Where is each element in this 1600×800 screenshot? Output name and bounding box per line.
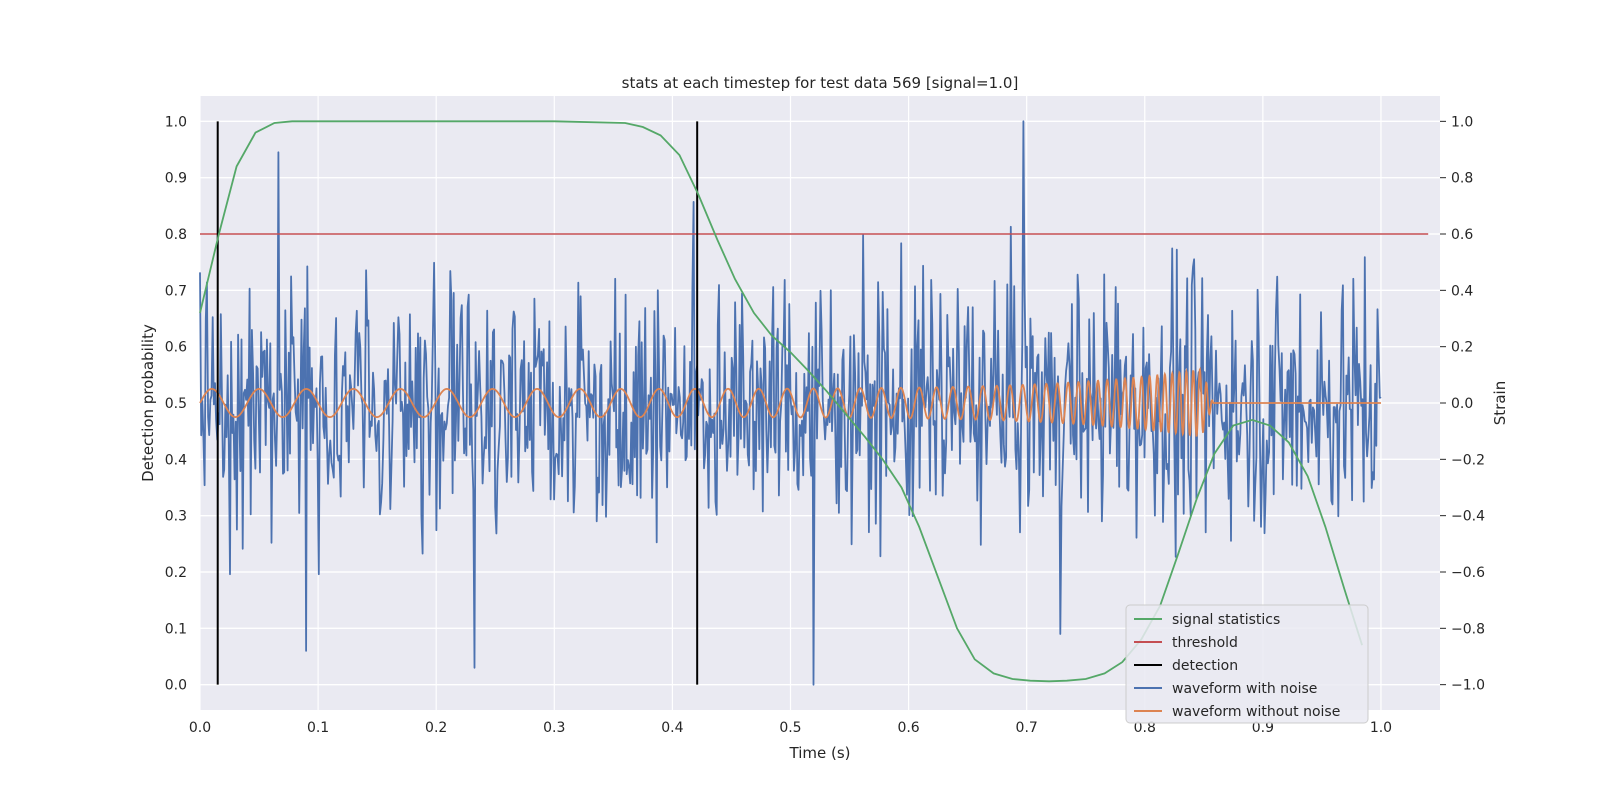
y-right-tick-label: 0.4 bbox=[1451, 283, 1473, 299]
x-tick-label: 0.6 bbox=[897, 720, 919, 736]
x-tick-label: 0.7 bbox=[1016, 720, 1038, 736]
x-tick-label: 0.2 bbox=[425, 720, 447, 736]
signal-statistics-line bbox=[199, 120, 1363, 683]
y-left-tick-label: 0.2 bbox=[165, 565, 187, 581]
series-layer bbox=[199, 120, 1429, 686]
y-left-tick-label: 0.8 bbox=[165, 227, 187, 243]
waveform-without-noise-line bbox=[199, 366, 1381, 437]
y-left-tick-label: 0.4 bbox=[165, 452, 187, 468]
y-right-tick-label: −0.6 bbox=[1451, 565, 1485, 581]
ticks-layer: 0.0 0.1 0.2 0.3 0.4 0.5 0.6 0.7 0.8 0.9 1.0 0.0 0.1 0… bbox=[165, 114, 1485, 736]
y-right-tick-label: 0.0 bbox=[1451, 396, 1473, 412]
x-tick-label: 0.5 bbox=[779, 720, 801, 736]
y-right-tick-label: 0.6 bbox=[1451, 227, 1473, 243]
x-tick-label: 0.1 bbox=[307, 720, 329, 736]
x-tick-label: 0.9 bbox=[1252, 720, 1274, 736]
y-right-tick-label: −0.2 bbox=[1451, 452, 1485, 468]
chart-title: stats at each timestep for test data 569… bbox=[622, 74, 1019, 92]
legend-label: threshold bbox=[1172, 635, 1238, 651]
legend-box bbox=[1125, 604, 1369, 724]
legend-label: waveform with noise bbox=[1172, 681, 1317, 697]
legend-label: signal statistics bbox=[1172, 612, 1280, 628]
x-tick-label: 0.4 bbox=[661, 720, 683, 736]
y-axis-left-label: Detection probability bbox=[139, 324, 157, 482]
y-right-tick-label: −0.4 bbox=[1451, 509, 1485, 525]
y-right-tick-label: −0.8 bbox=[1451, 621, 1485, 637]
y-right-tick-label: 0.2 bbox=[1451, 340, 1473, 356]
y-left-tick-label: 1.0 bbox=[165, 114, 187, 130]
y-right-tick-label: 0.8 bbox=[1451, 171, 1473, 187]
y-left-tick-label: 0.7 bbox=[165, 283, 187, 299]
legend-label: waveform without noise bbox=[1172, 704, 1340, 720]
y-left-tick-label: 0.1 bbox=[165, 621, 187, 637]
legend: signal statistics threshold detection wavef… bbox=[1125, 604, 1369, 724]
y-left-tick-label: 0.3 bbox=[165, 509, 187, 525]
y-left-tick-label: 0.5 bbox=[165, 396, 187, 412]
y-right-tick-label: 1.0 bbox=[1451, 114, 1473, 130]
x-tick-label: 0.8 bbox=[1134, 720, 1156, 736]
y-axis-right-label: Strain bbox=[1491, 381, 1509, 425]
waveform-with-noise-line bbox=[199, 120, 1382, 686]
x-tick-label: 1.0 bbox=[1370, 720, 1392, 736]
y-right-tick-label: −1.0 bbox=[1451, 678, 1485, 694]
x-tick-label: 0.0 bbox=[189, 720, 211, 736]
x-axis-label: Time (s) bbox=[789, 744, 851, 762]
x-tick-label: 0.3 bbox=[543, 720, 565, 736]
y-left-tick-label: 0.0 bbox=[165, 678, 187, 694]
y-left-tick-label: 0.6 bbox=[165, 340, 187, 356]
legend-label: detection bbox=[1172, 658, 1238, 674]
y-left-tick-label: 0.9 bbox=[165, 171, 187, 187]
